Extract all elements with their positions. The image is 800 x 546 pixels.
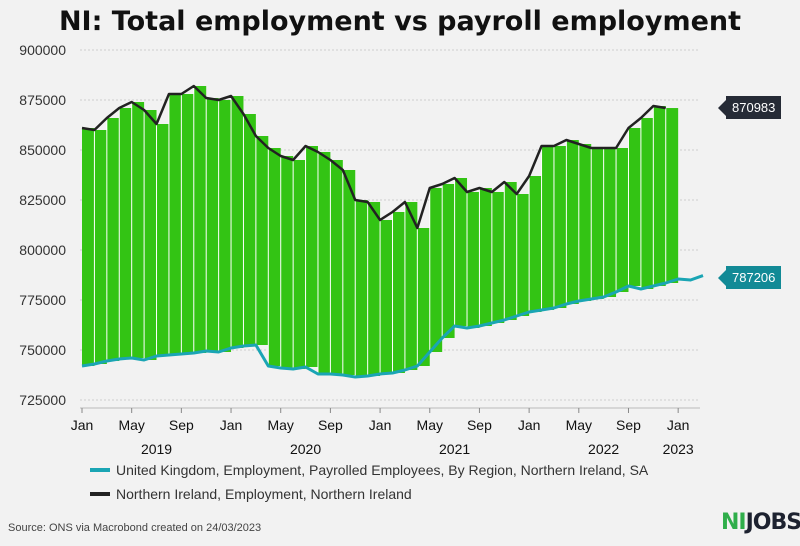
x-tick-label: Sep: [467, 417, 492, 433]
gap-bar: [119, 108, 132, 359]
x-axis: Jan May Sep Jan May Sep Jan May Sep Jan May Sep Jan 2…: [71, 407, 700, 457]
x-tick-label: May: [417, 417, 443, 433]
legend-item-employment: Northern Ireland, Employment, Northern I…: [90, 486, 412, 502]
gap-bar: [106, 118, 120, 361]
gap-bar: [380, 220, 393, 374]
gap-bar: [94, 130, 107, 364]
y-tick-label: 900000: [19, 42, 66, 58]
gap-bar: [404, 202, 418, 370]
gap-bar: [144, 110, 157, 360]
gap-bar: [578, 144, 592, 301]
payroll-end-label: 787206: [726, 266, 782, 289]
gap-bar: [628, 128, 641, 286]
legend-swatch-payroll: [90, 468, 110, 472]
gap-bar: [367, 202, 381, 376]
employment-gap-bars: [82, 86, 679, 377]
legend-item-payroll: United Kingdom, Employment, Payrolled Em…: [90, 462, 648, 478]
employment-line: [81, 84, 666, 230]
gap-bar: [454, 178, 468, 326]
gap-bar: [553, 146, 567, 308]
gap-bar: [330, 160, 343, 374]
y-tick-label: 725000: [19, 392, 66, 408]
source-note: Source: ONS via Macrobond created on 24/…: [8, 522, 262, 534]
x-year-label: 2021: [439, 441, 470, 457]
gap-bar: [665, 108, 679, 283]
x-tick-label: Jan: [369, 417, 392, 433]
legend-label-payroll: United Kingdom, Employment, Payrolled Em…: [116, 462, 649, 478]
x-tick-label: Sep: [169, 417, 194, 433]
gap-bar: [529, 176, 542, 312]
legend-swatch-employment: [90, 492, 110, 496]
gap-bar: [168, 94, 182, 355]
x-year-label: 2022: [588, 441, 619, 457]
y-tick-label: 775000: [19, 292, 66, 308]
gap-bar: [566, 140, 579, 304]
gap-bar: [504, 182, 517, 320]
gap-bar: [603, 148, 617, 297]
employment-label-pointer: [718, 100, 726, 116]
x-tick-label: Sep: [616, 417, 641, 433]
gap-bar: [479, 188, 492, 326]
logo-ni: NI: [721, 510, 747, 535]
gap-bar: [82, 128, 95, 366]
gap-bar: [355, 200, 368, 377]
gap-bar: [616, 148, 629, 292]
x-tick-label: May: [267, 417, 293, 433]
gap-bar: [243, 114, 256, 346]
gap-bar: [429, 188, 443, 352]
nijobs-logo: NIJOBS: [721, 510, 800, 535]
chart-title: NI: Total employment vs payroll employme…: [58, 6, 742, 37]
series-lines: [81, 84, 726, 379]
x-tick-label: Jan: [667, 417, 690, 433]
y-tick-label: 800000: [19, 242, 66, 258]
gap-bar: [467, 192, 480, 328]
y-tick-label: 825000: [19, 192, 66, 208]
x-tick-label: Jan: [71, 417, 94, 433]
x-year-label: 2023: [663, 441, 694, 457]
gap-bar: [491, 192, 505, 323]
y-tick-label: 875000: [19, 92, 66, 108]
gap-bar: [293, 160, 306, 369]
employment-end-label: 870983: [726, 96, 782, 119]
x-year-label: 2019: [141, 441, 172, 457]
gap-bar: [193, 86, 207, 353]
gap-bar: [231, 96, 244, 348]
gap-bar: [156, 124, 169, 356]
legend-label-employment: Northern Ireland, Employment, Northern I…: [116, 486, 412, 502]
gap-bar: [280, 156, 294, 368]
gap-bar: [268, 148, 281, 366]
y-tick-label: 750000: [19, 342, 66, 358]
gap-bar: [442, 184, 455, 338]
gap-bar: [516, 194, 530, 316]
gap-bar: [417, 228, 430, 366]
logo-jobs: JOBS: [745, 510, 800, 535]
gap-bar: [206, 98, 219, 351]
gap-bar: [305, 146, 318, 367]
gap-bar: [653, 106, 666, 286]
x-tick-label: May: [566, 417, 592, 433]
x-year-label: 2020: [290, 441, 321, 457]
gap-bar: [181, 94, 194, 354]
gap-bar: [342, 170, 356, 375]
gap-bar: [317, 152, 331, 374]
gap-bar: [640, 118, 654, 289]
gap-bar: [591, 148, 604, 299]
payroll-label-pointer: [718, 270, 726, 286]
gap-bar: [218, 100, 232, 352]
x-tick-label: May: [118, 417, 144, 433]
gap-bar: [255, 136, 269, 345]
x-tick-label: Jan: [518, 417, 541, 433]
gap-bar: [131, 102, 145, 358]
x-tick-label: Jan: [220, 417, 243, 433]
y-axis: 725000 750000 775000 800000 825000 850000 8750…: [19, 42, 66, 408]
gap-bar: [541, 146, 554, 310]
payroll-line: [81, 274, 704, 379]
gap-bar: [392, 212, 405, 373]
y-tick-label: 850000: [19, 142, 66, 158]
x-tick-label: Sep: [318, 417, 343, 433]
